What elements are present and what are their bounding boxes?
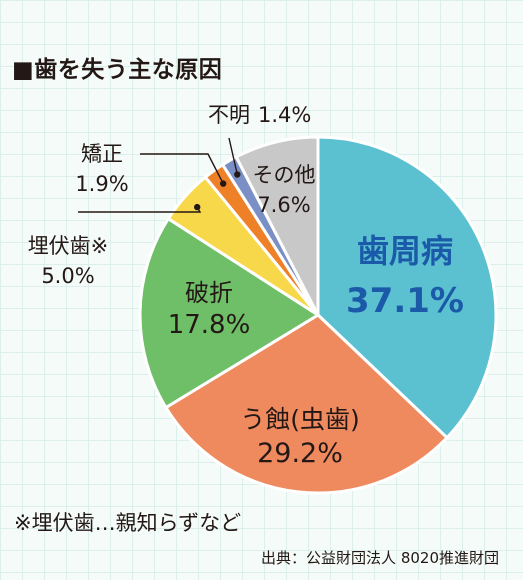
pie-slice-2 bbox=[138, 217, 320, 410]
slice-label-5: 不明 bbox=[208, 103, 250, 127]
pie-slices bbox=[138, 135, 498, 495]
leader-dot-4 bbox=[220, 180, 227, 187]
source-note: 出典：公益財団法人 8020推進財団 bbox=[261, 549, 499, 567]
slice-value-4: 1.9% bbox=[75, 172, 128, 196]
leader-lines bbox=[78, 137, 241, 213]
slice-label-1: う蝕(虫歯) bbox=[240, 405, 360, 434]
pie-slice-0 bbox=[316, 135, 498, 440]
pie-slice-6 bbox=[234, 135, 320, 317]
slice-label-2: 破折 bbox=[185, 279, 233, 307]
leader-line-5 bbox=[228, 137, 238, 175]
slice-label-0: 歯周病 bbox=[357, 232, 453, 270]
slice-value-6: 7.6% bbox=[257, 193, 310, 217]
slice-value-1: 29.2% bbox=[257, 438, 343, 469]
slice-label-6: その他 bbox=[253, 163, 316, 187]
leader-dot-5 bbox=[234, 171, 241, 178]
pie-slice-1 bbox=[164, 313, 449, 495]
slice-value-2: 17.8% bbox=[168, 310, 251, 340]
leader-line-4 bbox=[140, 153, 224, 184]
footnote: ※埋伏歯…親知らずなど bbox=[14, 511, 242, 535]
slice-value-0: 37.1% bbox=[346, 281, 464, 321]
leader-dot-3 bbox=[194, 203, 201, 211]
chart-title: ■歯を失う主な原因 bbox=[12, 57, 223, 83]
slice-label-4: 矯正 bbox=[81, 142, 123, 166]
slice-label-3: 埋伏歯※ bbox=[28, 234, 109, 258]
slice-labels: 歯周病 37.1% う蝕(虫歯) 29.2% 破折 17.8% その他 7.6% 不明 1.4% 矯… bbox=[28, 103, 464, 469]
slice-value-5: 1.4% bbox=[258, 103, 311, 127]
slice-value-3: 5.0% bbox=[41, 264, 94, 288]
